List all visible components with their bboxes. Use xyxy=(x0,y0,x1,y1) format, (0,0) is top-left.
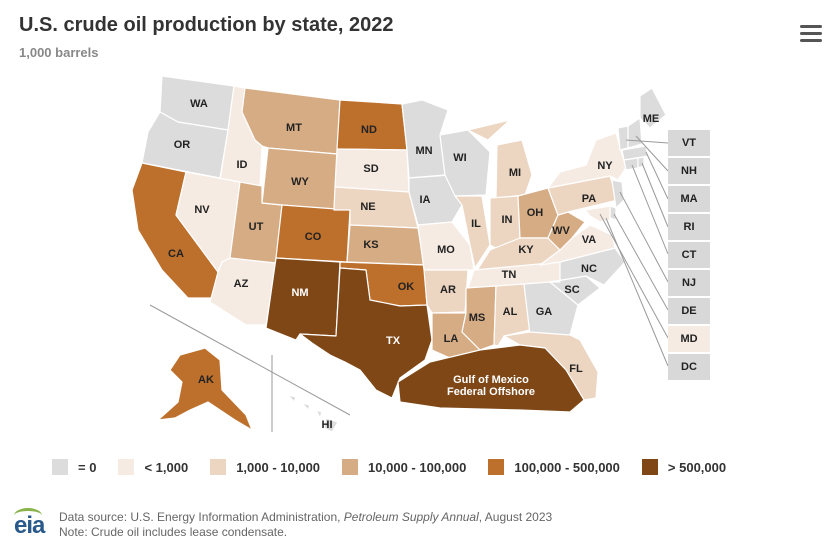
inset-separator xyxy=(149,304,351,416)
legend-swatch xyxy=(118,459,135,475)
eia-logo-arc xyxy=(14,508,42,523)
footer-note: Note: Crude oil includes lease condensat… xyxy=(59,525,288,539)
state-NJ[interactable] xyxy=(611,179,625,209)
state-SD[interactable] xyxy=(334,148,410,193)
state-NC[interactable] xyxy=(549,247,626,286)
state-VT[interactable] xyxy=(617,125,629,151)
legend-label: 100,000 - 500,000 xyxy=(514,459,620,475)
box-DE[interactable] xyxy=(668,298,710,324)
state-MI[interactable] xyxy=(467,119,533,199)
box-NH[interactable] xyxy=(668,158,710,184)
box-CT[interactable] xyxy=(668,242,710,268)
state-NY[interactable] xyxy=(547,132,627,189)
legend-swatch xyxy=(488,459,505,475)
footer: Data source: U.S. Energy Information Adm… xyxy=(59,510,552,540)
legend-item-100k-500k[interactable]: 100,000 - 500,000 xyxy=(488,459,620,475)
state-ME[interactable] xyxy=(639,87,667,129)
eia-logo: eia xyxy=(14,512,45,539)
box-MD[interactable] xyxy=(668,326,710,352)
ne-label-boxes xyxy=(668,130,710,380)
legend-label: 1,000 - 10,000 xyxy=(236,459,321,475)
data-source: Data source: U.S. Energy Information Adm… xyxy=(59,510,553,524)
state-MD[interactable] xyxy=(584,205,611,223)
legend-label: < 1,000 xyxy=(144,459,189,475)
legend-item-1k-10k[interactable]: 1,000 - 10,000 xyxy=(210,459,320,475)
state-TX[interactable] xyxy=(299,267,433,399)
box-NJ[interactable] xyxy=(668,270,710,296)
state-ND[interactable] xyxy=(336,99,408,151)
state-HI[interactable] xyxy=(287,394,339,433)
legend-item-lt1k[interactable]: < 1,000 xyxy=(118,459,188,475)
legend-swatch xyxy=(210,459,227,475)
hamburger-menu-icon[interactable] xyxy=(800,25,822,45)
state-MO[interactable] xyxy=(417,221,475,271)
state-GOM[interactable] xyxy=(397,344,585,413)
legend-item-zero[interactable]: = 0 xyxy=(52,459,96,475)
legend: = 0 < 1,000 1,000 - 10,000 10,000 - 100,… xyxy=(52,459,748,475)
state-CT[interactable] xyxy=(623,157,639,171)
state-DE[interactable] xyxy=(609,205,617,221)
legend-label: > 500,000 xyxy=(667,459,727,475)
state-AZ[interactable] xyxy=(209,257,277,326)
box-DC[interactable] xyxy=(668,354,710,380)
box-MA[interactable] xyxy=(668,186,710,212)
legend-swatch xyxy=(342,459,359,475)
state-WY[interactable] xyxy=(261,147,338,211)
state-AR[interactable] xyxy=(423,269,469,314)
state-NH[interactable] xyxy=(627,117,643,149)
legend-label: = 0 xyxy=(78,459,97,475)
chart-title: U.S. crude oil production by state, 2022 xyxy=(19,14,394,36)
state-NM[interactable] xyxy=(265,257,341,341)
box-RI[interactable] xyxy=(668,214,710,240)
ne-leader-lines xyxy=(599,135,669,367)
state-CO[interactable] xyxy=(275,204,351,263)
legend-item-gt500k[interactable]: > 500,000 xyxy=(641,459,727,475)
state-IL[interactable] xyxy=(454,195,491,269)
state-AK[interactable] xyxy=(157,347,253,431)
legend-item-10k-100k[interactable]: 10,000 - 100,000 xyxy=(342,459,466,475)
legend-label: 10,000 - 100,000 xyxy=(368,459,467,475)
state-KS[interactable] xyxy=(346,224,425,266)
state-GA[interactable] xyxy=(523,281,579,336)
chart-subtitle: 1,000 barrels xyxy=(19,45,99,60)
legend-swatch xyxy=(52,459,68,475)
box-VT[interactable] xyxy=(668,130,710,156)
legend-swatch xyxy=(641,459,658,475)
